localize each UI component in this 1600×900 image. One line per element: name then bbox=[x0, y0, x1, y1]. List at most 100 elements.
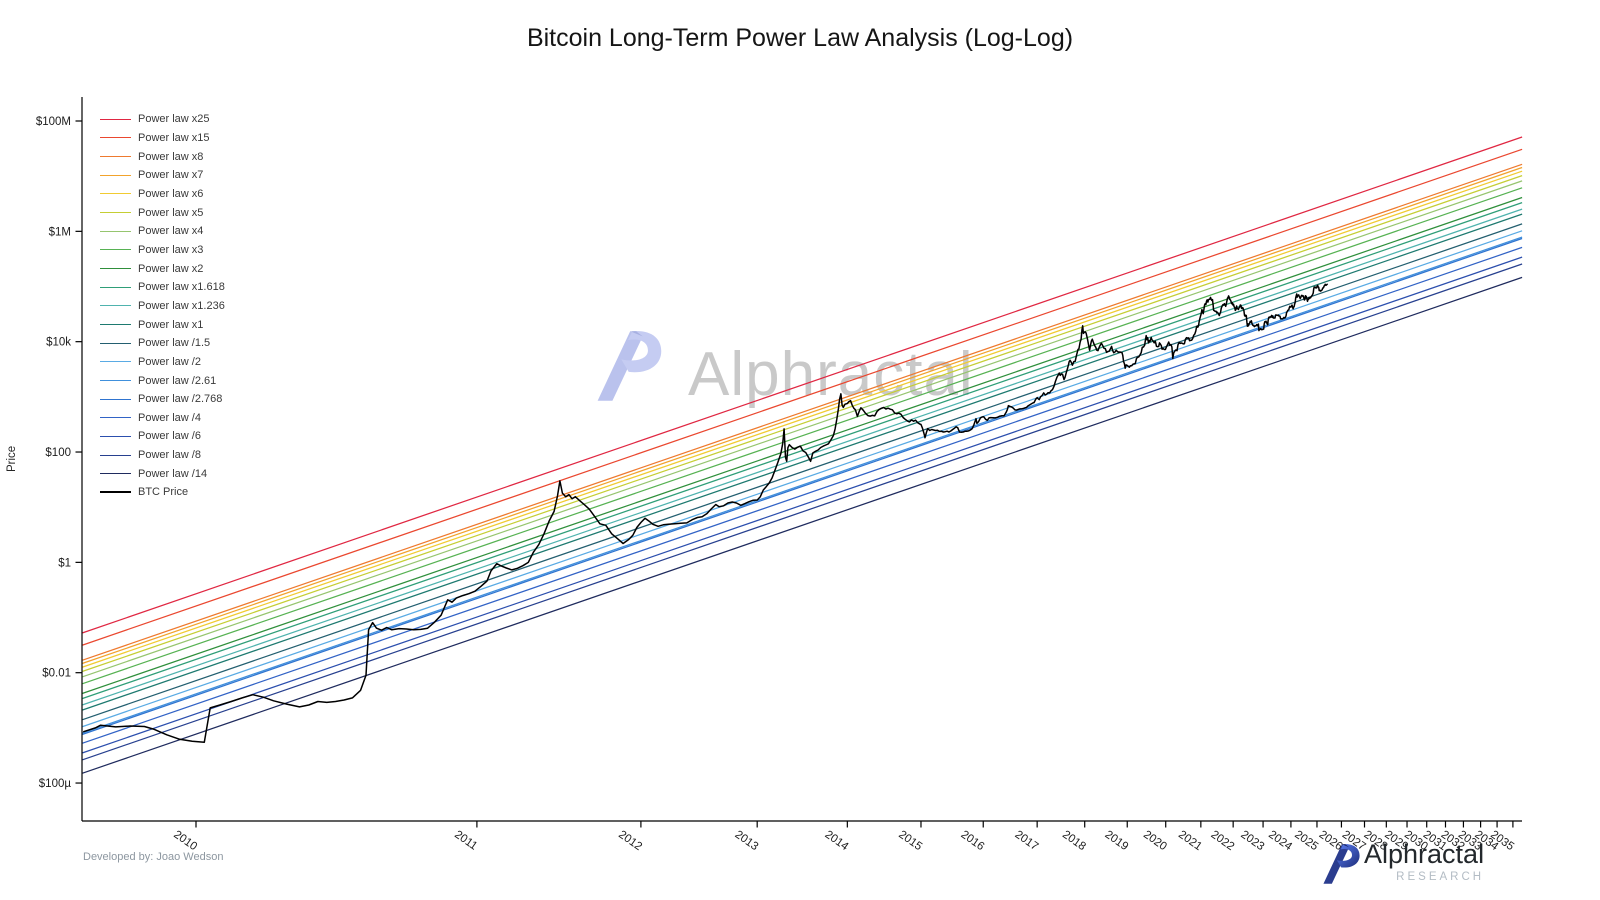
legend-label: Power law x1 bbox=[138, 318, 204, 331]
x-tick-label: 2017 bbox=[1012, 829, 1040, 854]
legend-label: Power law /4 bbox=[138, 411, 201, 424]
power-law-line-power-law-x2 bbox=[82, 196, 1523, 694]
legend-label: Power law /14 bbox=[138, 467, 208, 480]
power-law-line-power-law-x1.236 bbox=[82, 208, 1523, 706]
legend-swatch bbox=[100, 212, 131, 214]
legend-item-power-law-x25: Power law x25 bbox=[100, 110, 225, 129]
legend-label: Power law x7 bbox=[138, 169, 204, 182]
legend-label: Power law x5 bbox=[138, 206, 204, 219]
legend-swatch bbox=[100, 361, 131, 363]
alphractal-logo-icon bbox=[1323, 844, 1360, 884]
legend-swatch bbox=[100, 286, 131, 288]
legend-item-power-law-/8: Power law /8 bbox=[100, 446, 225, 465]
x-tick-label: 2023 bbox=[1238, 829, 1266, 854]
x-tick-label: 2016 bbox=[958, 829, 986, 854]
legend-item-power-law-/2: Power law /2 bbox=[100, 353, 225, 372]
legend-label: Power law x8 bbox=[138, 150, 204, 163]
x-tick-label: 2018 bbox=[1060, 829, 1088, 854]
x-tick-label: 2014 bbox=[823, 829, 851, 854]
legend-swatch bbox=[100, 435, 131, 437]
legend-label: Power law x3 bbox=[138, 243, 204, 256]
y-tick-label: $100M bbox=[36, 116, 71, 128]
legend-label: Power law /8 bbox=[138, 449, 201, 462]
legend-label: Power law x15 bbox=[138, 131, 210, 144]
legend-item-power-law-x4: Power law x4 bbox=[100, 222, 225, 241]
legend-item-btc-price: BTC Price bbox=[100, 483, 225, 502]
brand-subtitle: RESEARCH bbox=[1396, 871, 1485, 884]
y-tick-label: $10k bbox=[46, 337, 71, 349]
x-tick-label: 2020 bbox=[1141, 829, 1169, 854]
legend-label: Power law /1.5 bbox=[138, 337, 211, 350]
legend-item-power-law-x1.618: Power law x1.618 bbox=[100, 278, 225, 297]
x-tick-label: 2022 bbox=[1208, 829, 1236, 854]
power-law-line-power-law-x25 bbox=[82, 136, 1523, 634]
legend-item-power-law-x3: Power law x3 bbox=[100, 241, 225, 260]
x-tick-label: 2013 bbox=[732, 829, 760, 854]
legend: Power law x25 Power law x15 Power law x8 Po… bbox=[100, 110, 225, 502]
y-tick-label: $1 bbox=[58, 557, 71, 569]
x-tick-label: 2025 bbox=[1292, 829, 1320, 854]
y-tick-label: $1M bbox=[49, 226, 71, 238]
developer-credit: Developed by: Joao Wedson bbox=[83, 851, 224, 863]
power-law-line-power-law-/8 bbox=[82, 263, 1523, 761]
y-tick-label: $0.01 bbox=[42, 668, 71, 680]
x-tick-label: 2010 bbox=[171, 829, 199, 854]
power-law-line-power-law-/2 bbox=[82, 230, 1523, 728]
legend-swatch bbox=[100, 491, 131, 494]
legend-swatch bbox=[100, 454, 131, 456]
legend-swatch bbox=[100, 268, 131, 270]
power-law-line-power-law-/14 bbox=[82, 276, 1523, 774]
legend-swatch bbox=[100, 137, 131, 139]
legend-label: Power law x1.236 bbox=[138, 299, 225, 312]
power-law-line-power-law-x6 bbox=[82, 170, 1523, 668]
power-law-line-power-law-/4 bbox=[82, 246, 1523, 744]
power-law-line-power-law-/6 bbox=[82, 256, 1523, 754]
x-tick-label: 2012 bbox=[616, 829, 644, 854]
power-law-line-power-law-x7 bbox=[82, 166, 1523, 664]
legend-swatch bbox=[100, 380, 131, 382]
legend-swatch bbox=[100, 417, 131, 419]
power-law-line-power-law-x5 bbox=[82, 175, 1523, 672]
legend-label: Power law /6 bbox=[138, 430, 201, 443]
legend-item-power-law-/2.768: Power law /2.768 bbox=[100, 390, 225, 409]
legend-item-power-law-x2: Power law x2 bbox=[100, 259, 225, 278]
x-tick-label: 2024 bbox=[1266, 829, 1294, 854]
legend-item-power-law-/1.5: Power law /1.5 bbox=[100, 334, 225, 353]
legend-item-power-law-/2.61: Power law /2.61 bbox=[100, 371, 225, 390]
legend-item-power-law-/14: Power law /14 bbox=[100, 464, 225, 483]
power-law-line-power-law-/2.768 bbox=[82, 237, 1523, 735]
page-title: Bitcoin Long-Term Power Law Analysis (Lo… bbox=[526, 24, 1074, 52]
legend-swatch bbox=[100, 230, 131, 232]
legend-item-power-law-x5: Power law x5 bbox=[100, 203, 225, 222]
legend-swatch bbox=[100, 193, 131, 195]
legend-item-power-law-x8: Power law x8 bbox=[100, 147, 225, 166]
brand-name: Alphractal bbox=[1364, 839, 1485, 869]
legend-label: Power law x1.618 bbox=[138, 281, 225, 294]
legend-label: BTC Price bbox=[138, 486, 189, 499]
legend-item-power-law-x1: Power law x1 bbox=[100, 315, 225, 334]
power-law-line-power-law-x4 bbox=[82, 180, 1523, 678]
power-law-line-power-law-x8 bbox=[82, 163, 1523, 661]
legend-label: Power law /2.61 bbox=[138, 374, 217, 387]
legend-label: Power law x4 bbox=[138, 225, 204, 238]
legend-item-power-law-x6: Power law x6 bbox=[100, 185, 225, 204]
legend-item-power-law-/6: Power law /6 bbox=[100, 427, 225, 446]
legend-swatch bbox=[100, 174, 131, 176]
y-tick-label: $100 bbox=[45, 447, 71, 459]
y-tick-label: $100µ bbox=[39, 778, 72, 790]
legend-swatch bbox=[100, 398, 131, 400]
power-law-line-power-law-/2.61 bbox=[82, 236, 1523, 734]
x-tick-label: 2021 bbox=[1176, 829, 1204, 854]
legend-swatch bbox=[100, 305, 131, 307]
legend-swatch bbox=[100, 249, 131, 251]
legend-swatch bbox=[100, 324, 131, 326]
legend-swatch bbox=[100, 118, 131, 120]
legend-label: Power law x6 bbox=[138, 187, 204, 200]
legend-item-power-law-x1.236: Power law x1.236 bbox=[100, 297, 225, 316]
legend-swatch bbox=[100, 473, 131, 475]
x-tick-label: 2015 bbox=[896, 829, 924, 854]
legend-label: Power law x25 bbox=[138, 113, 210, 126]
legend-item-power-law-/4: Power law /4 bbox=[100, 409, 225, 428]
